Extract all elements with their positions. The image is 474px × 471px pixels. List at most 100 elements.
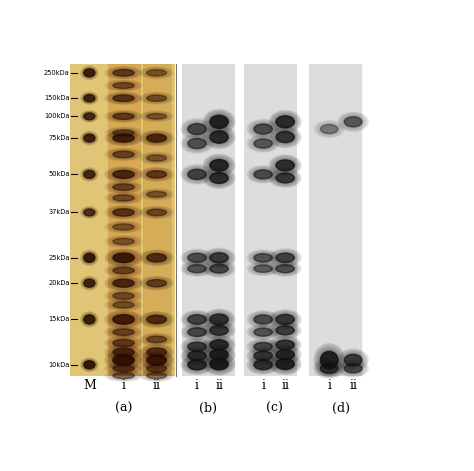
Ellipse shape — [207, 312, 231, 327]
Ellipse shape — [142, 313, 172, 326]
Ellipse shape — [147, 114, 166, 119]
Ellipse shape — [142, 345, 172, 359]
Ellipse shape — [109, 364, 138, 373]
Ellipse shape — [183, 135, 211, 152]
Ellipse shape — [143, 363, 170, 374]
Ellipse shape — [252, 350, 274, 361]
Ellipse shape — [109, 94, 138, 103]
Ellipse shape — [188, 138, 206, 149]
Ellipse shape — [105, 310, 142, 328]
Ellipse shape — [203, 309, 235, 330]
Ellipse shape — [207, 113, 231, 131]
Ellipse shape — [145, 209, 168, 217]
Ellipse shape — [203, 335, 235, 354]
Ellipse shape — [339, 350, 367, 370]
Ellipse shape — [251, 168, 275, 181]
Ellipse shape — [140, 130, 173, 146]
Ellipse shape — [207, 323, 231, 337]
Ellipse shape — [111, 347, 136, 357]
Ellipse shape — [105, 299, 142, 311]
Ellipse shape — [147, 209, 166, 216]
Ellipse shape — [107, 222, 140, 232]
Ellipse shape — [188, 315, 206, 324]
Ellipse shape — [276, 253, 294, 262]
Bar — [143, 65, 172, 376]
Ellipse shape — [341, 114, 365, 129]
Ellipse shape — [143, 68, 170, 77]
Text: (b): (b) — [199, 402, 217, 415]
Ellipse shape — [140, 67, 173, 79]
Ellipse shape — [207, 128, 231, 146]
Ellipse shape — [142, 371, 172, 381]
Ellipse shape — [147, 348, 166, 356]
Ellipse shape — [142, 168, 172, 180]
Ellipse shape — [111, 238, 136, 245]
Bar — [309, 65, 362, 376]
Ellipse shape — [184, 263, 210, 275]
Ellipse shape — [208, 325, 230, 336]
Ellipse shape — [140, 111, 173, 122]
Ellipse shape — [109, 81, 138, 89]
Ellipse shape — [181, 347, 213, 365]
Ellipse shape — [269, 127, 301, 147]
Ellipse shape — [203, 154, 235, 176]
Ellipse shape — [273, 157, 298, 173]
Ellipse shape — [205, 249, 233, 266]
Text: 150kDa: 150kDa — [44, 95, 70, 101]
Ellipse shape — [113, 95, 134, 101]
Ellipse shape — [183, 250, 211, 265]
Ellipse shape — [205, 127, 233, 147]
Bar — [253, 65, 273, 376]
Ellipse shape — [84, 253, 95, 262]
Ellipse shape — [143, 252, 170, 264]
Ellipse shape — [140, 92, 173, 104]
Ellipse shape — [205, 156, 233, 175]
Ellipse shape — [113, 195, 134, 201]
Ellipse shape — [271, 355, 299, 373]
Ellipse shape — [111, 113, 136, 120]
Ellipse shape — [145, 253, 168, 263]
Ellipse shape — [147, 336, 166, 343]
Ellipse shape — [274, 159, 296, 172]
Ellipse shape — [140, 312, 173, 327]
Ellipse shape — [143, 154, 170, 162]
Ellipse shape — [145, 354, 168, 366]
Ellipse shape — [319, 362, 340, 374]
Bar — [108, 65, 141, 376]
Ellipse shape — [181, 119, 213, 139]
Ellipse shape — [107, 149, 140, 160]
Ellipse shape — [251, 341, 275, 353]
Ellipse shape — [274, 339, 296, 350]
Ellipse shape — [109, 372, 138, 380]
Ellipse shape — [145, 95, 168, 102]
Ellipse shape — [271, 346, 299, 363]
Ellipse shape — [147, 95, 166, 101]
Ellipse shape — [210, 253, 228, 263]
Ellipse shape — [208, 114, 230, 130]
Ellipse shape — [142, 68, 172, 78]
Ellipse shape — [145, 279, 168, 288]
Ellipse shape — [105, 362, 142, 374]
Ellipse shape — [142, 362, 172, 374]
Ellipse shape — [254, 315, 273, 324]
Ellipse shape — [107, 81, 140, 90]
Ellipse shape — [147, 70, 166, 76]
Ellipse shape — [107, 265, 140, 276]
Ellipse shape — [111, 150, 136, 158]
Ellipse shape — [107, 193, 140, 203]
Ellipse shape — [186, 168, 208, 180]
Ellipse shape — [276, 265, 294, 273]
Ellipse shape — [82, 208, 97, 218]
Ellipse shape — [81, 92, 98, 104]
Ellipse shape — [81, 111, 98, 122]
Ellipse shape — [188, 360, 206, 370]
Ellipse shape — [271, 156, 299, 174]
Ellipse shape — [247, 325, 279, 340]
Ellipse shape — [140, 152, 173, 164]
Ellipse shape — [183, 120, 211, 138]
Ellipse shape — [271, 337, 299, 353]
Ellipse shape — [140, 333, 173, 346]
Ellipse shape — [83, 208, 96, 217]
Ellipse shape — [113, 302, 134, 308]
Ellipse shape — [184, 326, 210, 339]
